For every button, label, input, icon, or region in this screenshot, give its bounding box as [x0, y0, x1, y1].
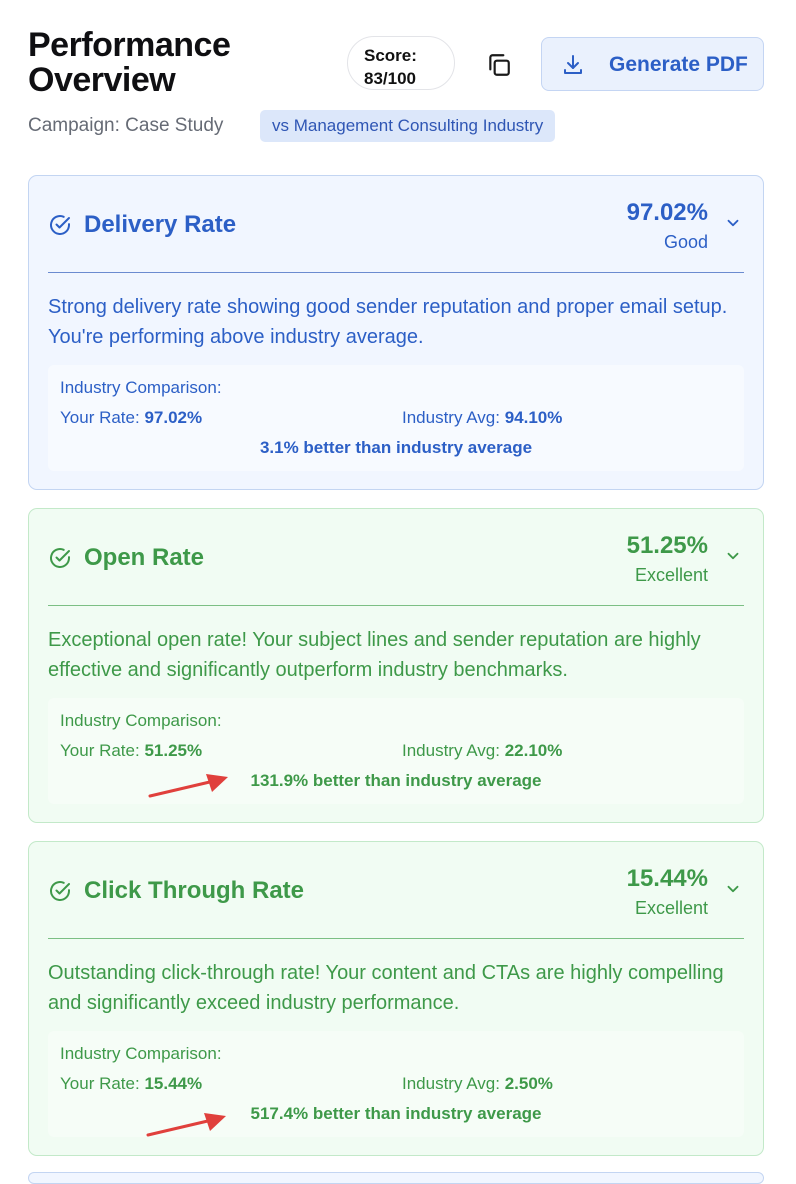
metric-card-header[interactable]: Delivery Rate 97.02% Good: [29, 176, 763, 272]
metric-description: Outstanding click-through rate! Your con…: [48, 962, 724, 1014]
industry-comparison: Industry Comparison: Your Rate: 97.02% I…: [48, 365, 744, 471]
metric-card-header[interactable]: Open Rate 51.25% Excellent: [29, 509, 763, 605]
generate-pdf-label: Generate PDF: [609, 53, 748, 76]
chevron-down-icon[interactable]: [724, 214, 742, 232]
metric-name: Click Through Rate: [84, 877, 305, 904]
comparison-title: Industry Comparison:: [60, 1044, 222, 1063]
comparison-difference: 3.1% better than industry average: [259, 438, 533, 457]
annotation-arrow-icon: [148, 774, 228, 798]
metric-value: 51.25%: [626, 532, 708, 559]
check-circle-icon: [50, 881, 70, 901]
metric-value: 15.44%: [626, 865, 708, 892]
your-rate: Your Rate: 97.02%: [60, 408, 203, 427]
annotation-arrow-icon: [146, 1113, 226, 1137]
generate-pdf-button[interactable]: Generate PDF: [541, 37, 764, 91]
chevron-down-icon[interactable]: [724, 880, 742, 898]
industry-average: Industry Avg: 94.10%: [402, 408, 563, 427]
copy-icon: [489, 54, 510, 76]
metric-card-next: [28, 1172, 764, 1184]
divider: [48, 272, 744, 273]
your-rate: Your Rate: 51.25%: [60, 741, 203, 760]
comparison-difference: 517.4% better than industry average: [250, 1104, 542, 1123]
industry-badge: vs Management Consulting Industry: [260, 110, 556, 142]
industry-comparison: Industry Comparison: Your Rate: 15.44% I…: [48, 1031, 744, 1137]
score-label: Score:: [364, 46, 417, 65]
score-value: 83/100: [364, 69, 416, 88]
industry-average: Industry Avg: 22.10%: [402, 741, 563, 760]
check-circle-icon: [50, 215, 70, 235]
metric-name: Open Rate: [84, 544, 205, 571]
metric-value: 97.02%: [626, 199, 708, 226]
your-rate: Your Rate: 15.44%: [60, 1074, 203, 1093]
metric-card-header[interactable]: Click Through Rate 15.44% Excellent: [29, 842, 763, 938]
copy-button[interactable]: [486, 52, 512, 78]
download-icon: [564, 55, 582, 74]
metric-description: Strong delivery rate showing good sender…: [48, 296, 728, 348]
metric-card-click-through-rate: Click Through Rate 15.44% Excellent Outs…: [28, 841, 764, 1156]
divider: [48, 938, 744, 939]
industry-average: Industry Avg: 2.50%: [402, 1074, 553, 1093]
comparison-title: Industry Comparison:: [60, 711, 222, 730]
metric-card-open-rate: Open Rate 51.25% Excellent Exceptional o…: [28, 508, 764, 823]
campaign-name: Campaign: Case Study: [28, 115, 224, 136]
industry-comparison: Industry Comparison: Your Rate: 51.25% I…: [48, 698, 744, 804]
comparison-title: Industry Comparison:: [60, 378, 222, 397]
metric-name: Delivery Rate: [84, 211, 237, 238]
metric-level: Good: [663, 232, 708, 252]
score-badge: Score: 83/100: [347, 36, 455, 90]
check-circle-icon: [50, 548, 70, 568]
comparison-difference: 131.9% better than industry average: [250, 771, 542, 790]
metric-level: Excellent: [634, 565, 708, 585]
metric-level: Excellent: [634, 898, 708, 918]
chevron-down-icon[interactable]: [724, 547, 742, 565]
metric-card-delivery-rate: Delivery Rate 97.02% Good Strong deliver…: [28, 175, 764, 490]
page-title: Performance Overview: [28, 26, 231, 99]
metric-description: Exceptional open rate! Your subject line…: [48, 629, 701, 681]
divider: [48, 605, 744, 606]
